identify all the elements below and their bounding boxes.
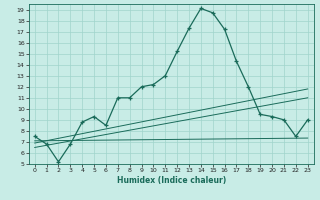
X-axis label: Humidex (Indice chaleur): Humidex (Indice chaleur) bbox=[116, 176, 226, 185]
